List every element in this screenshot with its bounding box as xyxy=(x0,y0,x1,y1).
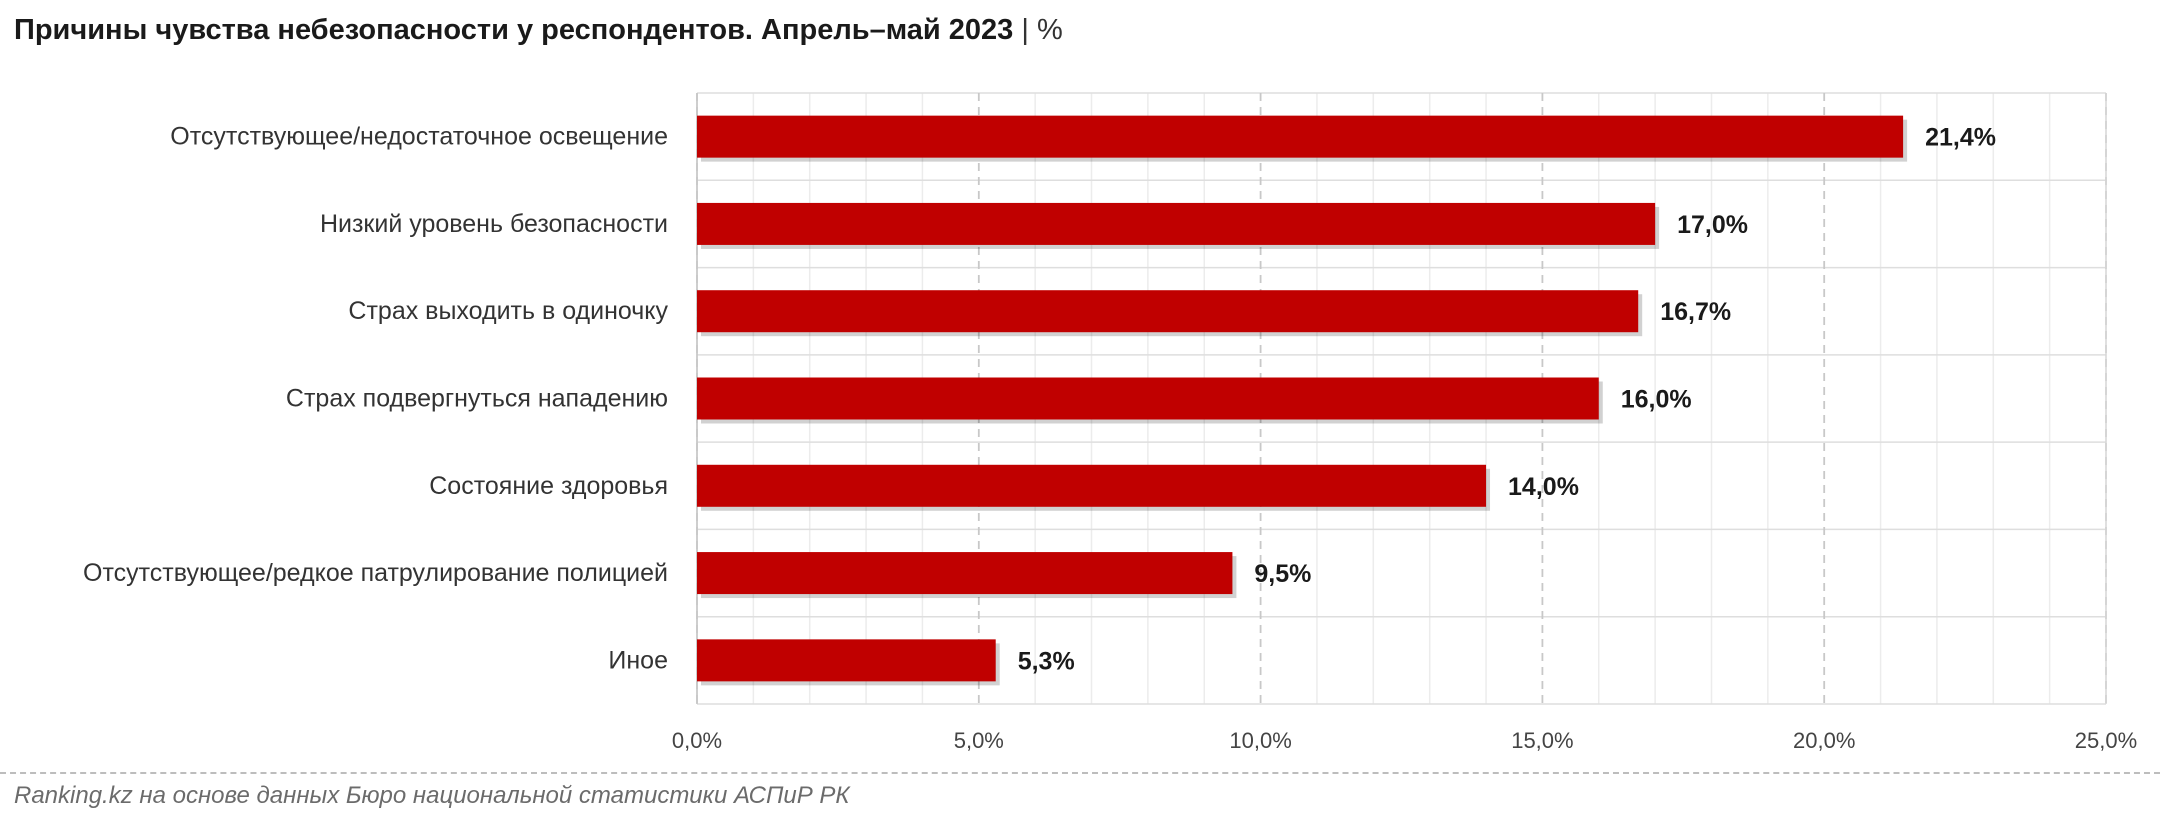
category-label: Страх выходить в одиночку xyxy=(348,297,668,325)
bar xyxy=(697,639,996,682)
bar xyxy=(697,290,1639,333)
x-tick-label: 25,0% xyxy=(2075,728,2137,753)
bar xyxy=(697,202,1656,245)
category-label: Отсутствующее/редкое патрулирование поли… xyxy=(83,559,668,587)
data-label: 16,7% xyxy=(1660,298,1731,326)
data-label: 21,4% xyxy=(1925,124,1996,152)
data-label: 16,0% xyxy=(1621,386,1692,414)
chart-title: Причины чувства небезопасности у респонд… xyxy=(14,14,1063,47)
category-label: Иное xyxy=(608,646,668,674)
category-label: Отсутствующее/недостаточное освещение xyxy=(170,123,668,151)
x-tick-label: 10,0% xyxy=(1229,728,1291,753)
data-label: 9,5% xyxy=(1254,560,1311,588)
data-label: 17,0% xyxy=(1677,211,1748,239)
bar xyxy=(697,377,1599,420)
x-tick-label: 5,0% xyxy=(954,728,1004,753)
chart-title-text: Причины чувства небезопасности у респонд… xyxy=(14,14,1014,46)
data-label: 5,3% xyxy=(1018,647,1075,675)
source-note: Ranking.kz на основе данных Бюро национа… xyxy=(14,782,850,809)
bar-chart: 0,0% 5,0% 10,0% 15,0% 20,0% 25,0% Отсутствующе… xyxy=(83,92,2137,753)
bar xyxy=(697,464,1487,507)
bar xyxy=(697,552,1233,595)
title-separator: | xyxy=(1021,14,1029,46)
category-label: Состояние здоровья xyxy=(429,472,668,500)
footer-divider xyxy=(0,772,2160,774)
x-tick-label: 20,0% xyxy=(1793,728,1855,753)
category-label: Низкий уровень безопасности xyxy=(320,210,668,238)
x-tick-label: 0,0% xyxy=(672,728,722,753)
x-tick-label: 15,0% xyxy=(1511,728,1573,753)
category-label: Страх подвергнуться нападению xyxy=(286,385,668,413)
data-label: 14,0% xyxy=(1508,473,1579,501)
title-unit: % xyxy=(1036,14,1063,46)
bar xyxy=(697,115,1904,158)
